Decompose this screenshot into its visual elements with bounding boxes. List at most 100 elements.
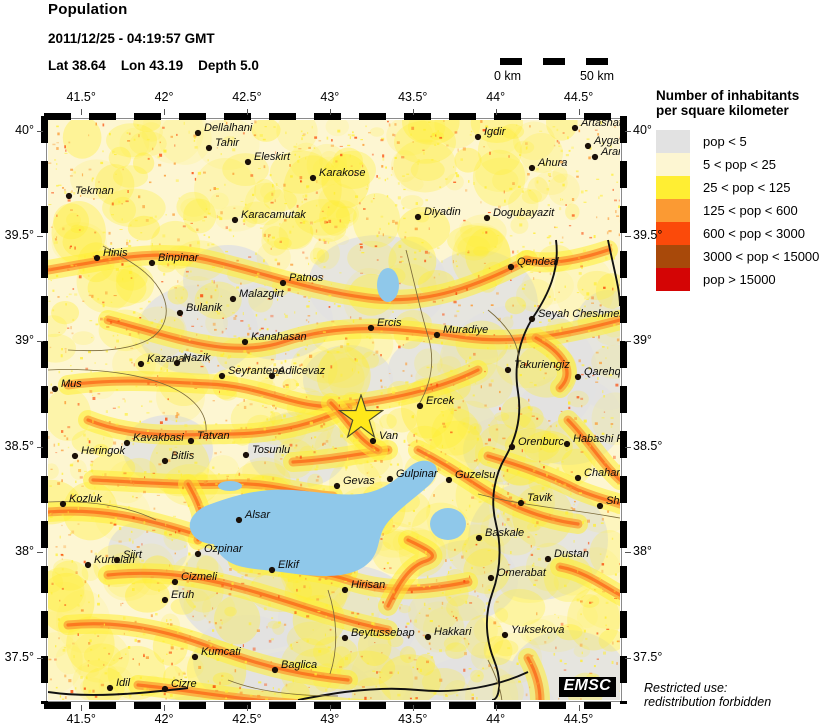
lat-tick bbox=[37, 131, 43, 132]
scale-segment-0 bbox=[500, 58, 522, 65]
city-dot bbox=[219, 373, 225, 379]
legend-title: Number of inhabitants per square kilomet… bbox=[656, 88, 822, 118]
legend-label: 125 < pop < 600 bbox=[703, 203, 798, 218]
city-label: Seyrantepe bbox=[228, 365, 284, 377]
lon-tick bbox=[81, 705, 82, 711]
city-marker[interactable]: Seyah Cheshmeh bbox=[529, 308, 620, 322]
city-marker[interactable]: Muradiye bbox=[434, 324, 488, 338]
city-dot bbox=[508, 264, 514, 270]
legend-item: 600 < pop < 3000 bbox=[656, 222, 822, 245]
scale-bar-labels: 0 km 50 km bbox=[494, 69, 614, 83]
city-marker[interactable]: Orenburc bbox=[509, 436, 564, 450]
city-label: Hirisan bbox=[351, 579, 385, 591]
city-marker[interactable]: Karacamutak bbox=[232, 209, 306, 223]
city-label: Chahar Se bbox=[584, 467, 620, 479]
lat-tick bbox=[37, 341, 43, 342]
lat-axis-label: 39° bbox=[0, 333, 34, 347]
city-dot bbox=[162, 686, 168, 692]
city-dot bbox=[592, 154, 598, 160]
city-label: Igdir bbox=[484, 126, 507, 138]
city-dot bbox=[236, 517, 242, 523]
city-label: Takuriengiz bbox=[514, 359, 570, 371]
notice-line1: Restricted use: bbox=[644, 681, 771, 695]
city-marker[interactable]: Beytussebap bbox=[342, 627, 415, 641]
city-dot bbox=[518, 500, 524, 506]
city-label: Shah bbox=[606, 495, 620, 507]
city-dot bbox=[575, 374, 581, 380]
lon-axis-label: 44° bbox=[476, 712, 516, 726]
city-marker[interactable]: Yuksekova bbox=[502, 624, 565, 638]
city-marker[interactable]: Habashi Pa'in bbox=[564, 433, 620, 447]
city-label: Mus bbox=[61, 378, 82, 390]
city-dot bbox=[94, 255, 100, 261]
lon-tick bbox=[81, 109, 82, 115]
city-marker[interactable]: Kanahasan bbox=[242, 331, 307, 345]
event-datetime: 2011/12/25 - 04:19:57 GMT bbox=[48, 31, 608, 46]
city-label: Beytussebap bbox=[351, 627, 415, 639]
city-dot bbox=[505, 367, 511, 373]
notice-line2: redistribution forbidden bbox=[644, 695, 771, 709]
city-marker[interactable]: Malazgirt bbox=[230, 288, 285, 302]
city-dot bbox=[597, 503, 603, 509]
lat-tick bbox=[625, 341, 631, 342]
city-dot bbox=[107, 685, 113, 691]
city-marker[interactable]: Karakose bbox=[310, 167, 366, 181]
city-dot bbox=[310, 175, 316, 181]
city-marker[interactable]: Takuriengiz bbox=[505, 359, 570, 373]
city-marker[interactable]: Dellalhani bbox=[195, 122, 253, 136]
lon-tick bbox=[579, 705, 580, 711]
lake-nazik bbox=[218, 481, 242, 491]
city-dot bbox=[488, 575, 494, 581]
lon-axis-label: 44° bbox=[476, 90, 516, 104]
city-label: Ahura bbox=[537, 157, 567, 169]
scale-max-label: 50 km bbox=[580, 69, 614, 83]
city-dot bbox=[529, 316, 535, 322]
legend-label: 5 < pop < 25 bbox=[703, 157, 776, 172]
map-frame-right bbox=[620, 116, 627, 704]
city-dot bbox=[509, 444, 515, 450]
scale-min-label: 0 km bbox=[494, 69, 521, 83]
lat-axis-label-right: 40° bbox=[633, 123, 652, 137]
city-dot bbox=[368, 325, 374, 331]
city-label: Tekman bbox=[75, 185, 114, 197]
city-label: Heringok bbox=[81, 445, 126, 457]
population-density-map[interactable]: DellalhaniTahirEleskirtKarakoseIgdirArta… bbox=[48, 120, 620, 700]
city-dot bbox=[545, 556, 551, 562]
page-title: Population bbox=[48, 0, 608, 18]
city-label: Habashi Pa'in bbox=[573, 433, 620, 445]
city-dot bbox=[564, 441, 570, 447]
scale-segment-2 bbox=[543, 58, 565, 65]
lon-tick bbox=[579, 109, 580, 115]
city-marker[interactable]: Omerabat bbox=[488, 567, 547, 581]
lon-axis-label: 41.5° bbox=[61, 712, 101, 726]
city-dot bbox=[476, 535, 482, 541]
city-dot bbox=[232, 217, 238, 223]
lat-axis-label-right: 37.5° bbox=[633, 650, 662, 664]
city-label: Bulanik bbox=[186, 302, 223, 314]
city-label: Qarehqush bbox=[584, 366, 620, 378]
city-label: Alsar bbox=[244, 509, 271, 521]
city-dot bbox=[415, 214, 421, 220]
city-label: Seyah Cheshmeh bbox=[538, 308, 620, 320]
city-dot bbox=[174, 360, 180, 366]
lat-tick bbox=[37, 658, 43, 659]
city-label: Gevas bbox=[343, 475, 375, 487]
city-label: Orenburc bbox=[518, 436, 564, 448]
lon-tick bbox=[164, 705, 165, 711]
scale-bar-track bbox=[500, 58, 608, 65]
lat-tick bbox=[625, 447, 631, 448]
city-marker[interactable]: Kavakbasi bbox=[124, 432, 184, 446]
city-marker[interactable]: Adilcevaz bbox=[269, 365, 326, 379]
depth-label: Depth 5.0 bbox=[198, 58, 259, 73]
emsc-watermark: EMSC bbox=[559, 677, 616, 697]
lon-axis-label: 42.5° bbox=[227, 90, 267, 104]
city-label: Hinis bbox=[103, 247, 128, 259]
city-label: Malazgirt bbox=[239, 288, 285, 300]
lon-axis-label: 41.5° bbox=[61, 90, 101, 104]
city-label: Baskale bbox=[485, 527, 524, 539]
city-label: Ozpinar bbox=[204, 543, 244, 555]
city-marker[interactable]: Dogubayazit bbox=[484, 207, 555, 221]
city-label: Gulpinar bbox=[396, 468, 439, 480]
